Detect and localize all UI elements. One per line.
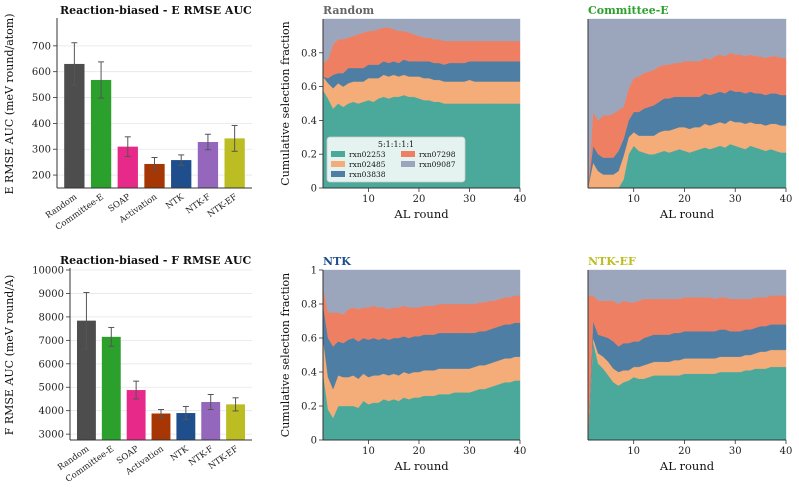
x-tick-label: 20	[678, 194, 691, 205]
legend-label: rxn09087	[419, 160, 456, 169]
area-rxn09087	[587, 269, 787, 305]
legend-title: 5:1:1:1:1	[378, 140, 414, 149]
x-tick-label: NTK	[164, 192, 186, 212]
y-tick-label: 0	[311, 184, 317, 195]
area-chart-2: 10 20 30 40 0 0.2 0.4 0.6 0.8 Random AL round Cumul…	[279, 4, 526, 221]
chart-title: Reaction-biased - F RMSE AUC	[60, 254, 251, 267]
y-tick-label: 0	[311, 436, 317, 447]
bar-ntk-ef	[224, 138, 245, 188]
bar-activation	[144, 163, 165, 188]
x-tick-label: NTK-EF	[206, 192, 240, 220]
area-rxn09087	[322, 18, 521, 64]
y-tick-label: 500	[32, 93, 51, 104]
y-axis-label: E RMSE AUC (meV round/atom)	[3, 13, 16, 194]
chart-title: Committee-E	[588, 4, 669, 17]
legend-label: rxn02253	[349, 150, 386, 159]
x-tick-label: 20	[413, 446, 426, 457]
legend-label: rxn03838	[349, 170, 386, 179]
bar-random	[64, 63, 85, 188]
y-tick-label: 8000	[39, 312, 64, 323]
y-axis-label: Cumulative selection fraction	[279, 21, 292, 185]
x-tick-label: 20	[413, 194, 426, 205]
x-axis-label: AL round	[659, 459, 715, 473]
chart-title: NTK	[323, 255, 351, 268]
bar-ntk-ef	[226, 404, 246, 440]
bar-soap	[126, 390, 146, 440]
x-tick-label: 40	[514, 446, 527, 457]
x-tick-label: 10	[627, 446, 640, 457]
chart-title: Random	[323, 4, 375, 17]
legend-swatch	[401, 151, 415, 157]
y-tick-label: 9000	[39, 289, 64, 300]
bar-soap	[117, 146, 138, 188]
x-tick-label: 30	[463, 194, 476, 205]
legend-label: rxn07298	[419, 150, 456, 159]
y-tick-label: 4000	[39, 406, 64, 417]
y-tick-label: 0.4	[301, 368, 317, 379]
bar-committee-e	[101, 336, 121, 440]
legend-swatch	[331, 161, 345, 167]
area-rxn09087	[322, 269, 521, 315]
y-tick-label: 700	[32, 41, 51, 52]
x-tick-label: 40	[780, 194, 793, 205]
y-axis-label: F RMSE AUC (meV round/A)	[3, 275, 16, 436]
area-chart-4: 10 20 30 40 0 0.2 0.4 0.6 0.8 1 NTK AL round Cumulat…	[279, 255, 526, 473]
x-axis-label: AL round	[393, 459, 449, 473]
y-tick-label: 10000	[32, 266, 64, 277]
legend-swatch	[331, 151, 345, 157]
y-tick-label: 6000	[39, 359, 64, 370]
bar-ntk-f	[201, 402, 221, 440]
y-tick-label: 600	[32, 67, 51, 78]
bar-ntk-f	[197, 141, 219, 188]
x-tick-label: 40	[514, 194, 527, 205]
x-tick-label: 30	[729, 194, 742, 205]
bar-committee-e	[90, 79, 112, 188]
area-chart-3: 10 20 30 40 Committee-E AL round	[587, 4, 793, 221]
area-rxn09087	[587, 18, 787, 189]
bar-chart-1: 300040005000600070008000900010000RandomC…	[3, 254, 252, 485]
bar-activation	[151, 413, 171, 440]
x-tick-label: 40	[780, 446, 793, 457]
y-tick-label: 0.8	[301, 48, 317, 59]
legend-swatch	[331, 171, 345, 177]
y-tick-label: 5000	[39, 383, 64, 394]
bar-random	[76, 320, 96, 440]
y-tick-label: 0.2	[301, 150, 317, 161]
x-axis-label: AL round	[659, 207, 715, 221]
y-tick-label: 0.6	[301, 82, 317, 93]
x-tick-label: 10	[627, 194, 640, 205]
y-tick-label: 400	[32, 119, 51, 130]
bar-ntk	[171, 160, 192, 188]
y-tick-label: 300	[32, 145, 51, 156]
y-tick-label: 0.4	[301, 116, 317, 127]
y-tick-label: 0.6	[301, 334, 317, 345]
y-tick-label: 1	[311, 266, 317, 277]
x-tick-label: 10	[362, 194, 375, 205]
legend-label: rxn02485	[349, 160, 386, 169]
y-tick-label: 3000	[39, 430, 64, 441]
legend-swatch	[401, 161, 415, 167]
y-tick-label: 200	[32, 171, 51, 182]
x-tick-label: 30	[729, 446, 742, 457]
bar-ntk	[176, 413, 196, 440]
y-axis-label: Cumulative selection fraction	[279, 273, 292, 437]
x-tick-label: 20	[678, 446, 691, 457]
y-tick-label: 7000	[39, 336, 64, 347]
x-tick-label: 10	[362, 446, 375, 457]
legend-box	[326, 136, 466, 183]
area-chart-5: 10 20 30 40 NTK-EF AL round	[587, 255, 793, 473]
y-tick-label: 0.8	[301, 300, 317, 311]
x-axis-label: AL round	[393, 207, 449, 221]
x-tick-label: 30	[463, 446, 476, 457]
chart-title: NTK-EF	[588, 255, 636, 268]
chart-title: Reaction-biased - E RMSE AUC	[60, 4, 252, 17]
y-tick-label: 0.2	[301, 402, 317, 413]
